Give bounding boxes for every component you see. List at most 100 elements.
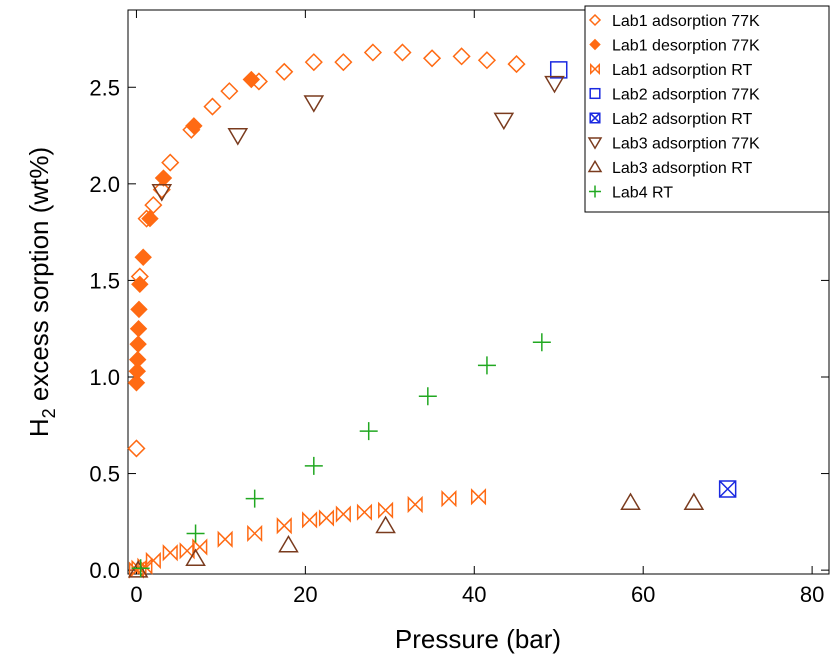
data-point (128, 362, 146, 380)
data-point (130, 300, 148, 319)
legend-label: Lab1 desorption 77K (612, 38, 760, 55)
y-axis-title-rest: excess sorption (wt%) (24, 147, 54, 409)
legend-symbol (589, 87, 601, 100)
data-point (179, 542, 195, 560)
data-point (452, 47, 471, 66)
data-point (418, 387, 437, 406)
plot-frame (127, 9, 830, 575)
legend-symbol (590, 62, 600, 76)
y-axis-title: H2 excess sorption (wt%) (24, 147, 59, 437)
legend-label: Lab4 RT (612, 185, 673, 202)
data-point (203, 97, 222, 116)
y-tick-label: 2.0 (89, 172, 120, 197)
data-point (334, 53, 353, 72)
data-point (363, 43, 382, 62)
legend-symbol (589, 185, 601, 198)
data-point (129, 335, 147, 353)
data-point (304, 53, 323, 72)
data-point (247, 524, 263, 543)
data-point (161, 153, 180, 172)
legend-label: Lab2 adsorption RT (612, 111, 752, 128)
data-point (185, 117, 203, 135)
data-point (276, 517, 292, 535)
data-point (185, 548, 206, 567)
data-point (144, 196, 163, 215)
data-point (217, 530, 233, 548)
legend-label: Lab3 adsorption RT (612, 160, 752, 177)
legend-label: Lab2 adsorption 77K (612, 87, 760, 104)
y-axis-title-subscript: 2 (39, 408, 59, 418)
x-tick-label: 80 (800, 582, 824, 607)
data-point (422, 49, 442, 68)
data-point (242, 70, 261, 89)
legend-item: Lab3 adsorption RT (587, 159, 752, 177)
data-point (127, 374, 146, 392)
legend-symbol (588, 13, 602, 27)
data-point (304, 456, 323, 475)
data-point (532, 333, 551, 352)
legend-label: Lab1 adsorption RT (612, 62, 752, 79)
legend-item: Lab3 adsorption 77K (587, 136, 760, 153)
data-point (145, 551, 161, 570)
data-point (718, 480, 737, 498)
data-point (192, 538, 208, 556)
series-8 (131, 333, 551, 578)
y-axis-title-main: H (24, 418, 54, 437)
data-point (127, 560, 149, 578)
data-point (549, 61, 568, 79)
y-tick-label: 0.5 (89, 462, 120, 487)
x-tick-label: 40 (462, 582, 486, 607)
legend-symbol (589, 112, 601, 124)
data-point (683, 492, 705, 511)
legend: Lab1 adsorption 77K Lab1 desorption 77K La… (584, 5, 830, 213)
data-point (127, 439, 146, 458)
legend-symbol (587, 137, 603, 150)
x-tick-label: 0 (130, 582, 142, 607)
data-point (151, 184, 173, 202)
series-7 (127, 492, 705, 578)
data-point (375, 515, 396, 534)
series-5 (718, 480, 737, 498)
data-point (275, 62, 294, 81)
data-point (131, 559, 150, 578)
data-point (131, 275, 149, 293)
data-point (507, 55, 526, 74)
data-point (303, 95, 325, 113)
series-4 (549, 61, 568, 79)
legend-item: Lab1 adsorption RT (590, 62, 752, 79)
data-point (318, 509, 335, 527)
data-point (407, 495, 423, 514)
tick-labels: 0 20 40 60 80 0.0 0.5 1.0 1.5 2.0 2.5 (89, 75, 824, 607)
legend-symbol (589, 38, 601, 51)
data-point (186, 524, 205, 543)
x-tick-label: 60 (631, 582, 655, 607)
data-point (220, 82, 239, 101)
data-point (356, 503, 373, 521)
data-point (477, 51, 497, 70)
legend-label: Lab3 adsorption 77K (612, 136, 760, 153)
legend-item: Lab4 RT (589, 185, 673, 202)
data-point (477, 356, 496, 375)
data-point (129, 350, 147, 369)
series-3 (128, 488, 487, 579)
data-point (393, 43, 412, 62)
data-point (141, 209, 159, 228)
data-point (152, 180, 171, 199)
legend-item: Lab1 desorption 77K (589, 38, 760, 55)
data-point (441, 490, 457, 508)
series-6 (151, 75, 565, 202)
data-point (162, 544, 178, 562)
y-tick-label: 0.0 (89, 558, 120, 583)
data-point (227, 128, 249, 146)
data-point (620, 492, 641, 511)
data-point (154, 169, 173, 187)
legend-item: Lab2 adsorption RT (589, 111, 752, 128)
data-point (134, 248, 152, 266)
legend-item: Lab1 adsorption 77K (588, 13, 760, 30)
data-point (302, 511, 318, 529)
legend-item: Lab2 adsorption 77K (589, 87, 760, 104)
data-point (493, 112, 515, 131)
legend-box (584, 5, 830, 213)
series-1 (127, 43, 526, 458)
